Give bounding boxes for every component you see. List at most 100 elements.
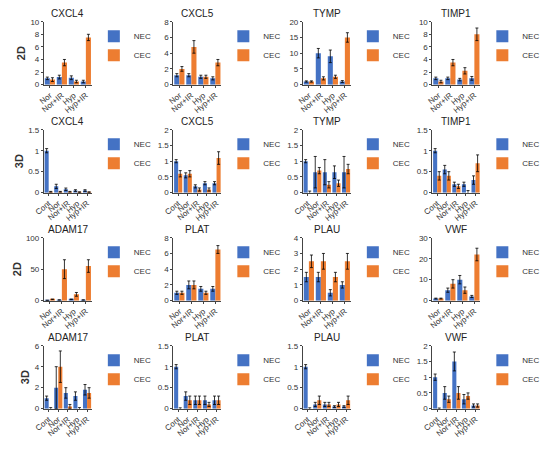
svg-text:Cont: Cont bbox=[422, 414, 441, 432]
svg-text:CEC: CEC bbox=[263, 267, 280, 276]
svg-text:2: 2 bbox=[423, 68, 428, 77]
svg-text:Hyp: Hyp bbox=[324, 199, 341, 215]
svg-text:8: 8 bbox=[164, 18, 169, 27]
svg-text:0: 0 bbox=[423, 80, 428, 89]
svg-text:6: 6 bbox=[164, 249, 169, 258]
svg-text:2: 2 bbox=[35, 68, 40, 77]
svg-text:Hyp+IR: Hyp+IR bbox=[63, 307, 90, 331]
svg-text:0: 0 bbox=[164, 188, 169, 197]
svg-text:30: 30 bbox=[419, 234, 428, 243]
svg-text:Hyp: Hyp bbox=[320, 307, 337, 323]
svg-text:100: 100 bbox=[26, 234, 40, 243]
svg-text:NEC: NEC bbox=[522, 248, 539, 257]
svg-text:Nor: Nor bbox=[38, 307, 54, 322]
svg-text:4: 4 bbox=[294, 234, 299, 243]
svg-text:CEC: CEC bbox=[522, 267, 539, 276]
svg-text:Hyp: Hyp bbox=[453, 415, 470, 431]
svg-text:0: 0 bbox=[35, 296, 40, 305]
svg-text:0.5: 0.5 bbox=[287, 173, 299, 182]
svg-text:1: 1 bbox=[294, 281, 299, 290]
svg-text:VWF: VWF bbox=[445, 332, 467, 343]
svg-text:Hyp: Hyp bbox=[194, 415, 211, 431]
svg-text:2: 2 bbox=[35, 383, 40, 392]
svg-text:Nor: Nor bbox=[297, 307, 313, 322]
svg-text:Nor: Nor bbox=[297, 91, 313, 106]
svg-text:TYMP: TYMP bbox=[313, 8, 341, 19]
svg-text:20: 20 bbox=[289, 18, 298, 27]
svg-text:NEC: NEC bbox=[522, 140, 539, 149]
svg-text:CEC: CEC bbox=[134, 375, 151, 384]
svg-text:CEC: CEC bbox=[263, 159, 280, 168]
svg-text:3: 3 bbox=[294, 249, 299, 258]
svg-text:Nor: Nor bbox=[305, 415, 321, 430]
svg-text:Nor+IR: Nor+IR bbox=[435, 199, 461, 222]
svg-text:2: 2 bbox=[164, 65, 169, 74]
svg-text:Hyp+IR: Hyp+IR bbox=[322, 91, 349, 115]
svg-text:Cont: Cont bbox=[422, 198, 441, 216]
svg-text:Cont: Cont bbox=[34, 198, 53, 216]
svg-text:NEC: NEC bbox=[263, 248, 280, 257]
svg-text:1.5: 1.5 bbox=[287, 141, 299, 150]
svg-text:Nor: Nor bbox=[168, 91, 184, 106]
svg-text:0.5: 0.5 bbox=[158, 173, 170, 182]
svg-text:0.5: 0.5 bbox=[417, 167, 429, 176]
svg-text:6: 6 bbox=[35, 342, 40, 351]
svg-text:Hyp+IR: Hyp+IR bbox=[452, 91, 479, 115]
svg-text:Hyp: Hyp bbox=[65, 199, 82, 215]
svg-text:CEC: CEC bbox=[134, 51, 151, 60]
svg-text:4: 4 bbox=[164, 265, 169, 274]
svg-text:1.5: 1.5 bbox=[287, 342, 299, 351]
svg-text:10: 10 bbox=[419, 275, 428, 284]
svg-text:0: 0 bbox=[294, 188, 299, 197]
svg-text:0.5: 0.5 bbox=[417, 389, 429, 398]
svg-text:Hyp: Hyp bbox=[320, 91, 337, 107]
svg-text:1: 1 bbox=[164, 362, 169, 371]
svg-text:NEC: NEC bbox=[134, 32, 151, 41]
svg-text:0: 0 bbox=[164, 404, 169, 413]
svg-text:Nor+IR: Nor+IR bbox=[299, 307, 325, 330]
svg-text:Nor+IR: Nor+IR bbox=[46, 415, 72, 438]
svg-text:CXCL4: CXCL4 bbox=[51, 116, 84, 127]
svg-text:Hyp+IR: Hyp+IR bbox=[65, 199, 92, 223]
svg-text:CXCL4: CXCL4 bbox=[51, 8, 84, 19]
svg-text:Nor: Nor bbox=[46, 199, 62, 214]
svg-text:Nor+IR: Nor+IR bbox=[170, 307, 196, 330]
svg-text:3D: 3D bbox=[19, 370, 31, 384]
svg-text:Hyp+IR: Hyp+IR bbox=[193, 91, 220, 115]
svg-text:6: 6 bbox=[164, 33, 169, 42]
svg-text:Hyp: Hyp bbox=[450, 91, 467, 107]
svg-text:0: 0 bbox=[294, 404, 299, 413]
svg-text:10: 10 bbox=[289, 49, 298, 58]
svg-text:Nor: Nor bbox=[435, 415, 451, 430]
svg-text:Hyp: Hyp bbox=[65, 415, 82, 431]
svg-text:2D: 2D bbox=[15, 46, 27, 60]
svg-text:4: 4 bbox=[35, 362, 40, 371]
svg-text:Nor: Nor bbox=[427, 91, 443, 106]
svg-text:Nor: Nor bbox=[176, 199, 192, 214]
svg-text:0.5: 0.5 bbox=[158, 383, 170, 392]
svg-text:CEC: CEC bbox=[522, 159, 539, 168]
svg-text:1.5: 1.5 bbox=[417, 357, 429, 366]
svg-text:PLAT: PLAT bbox=[185, 332, 209, 343]
svg-text:VWF: VWF bbox=[445, 224, 467, 235]
svg-text:NEC: NEC bbox=[393, 248, 410, 257]
svg-text:CEC: CEC bbox=[263, 51, 280, 60]
svg-text:Hyp: Hyp bbox=[191, 307, 208, 323]
svg-text:1.5: 1.5 bbox=[158, 141, 170, 150]
svg-text:Cont: Cont bbox=[293, 198, 312, 216]
svg-text:Cont: Cont bbox=[163, 414, 182, 432]
svg-text:1: 1 bbox=[294, 157, 299, 166]
svg-text:Nor: Nor bbox=[168, 307, 184, 322]
svg-text:Hyp+IR: Hyp+IR bbox=[322, 307, 349, 331]
svg-text:1: 1 bbox=[35, 146, 40, 155]
svg-text:Hyp+IR: Hyp+IR bbox=[194, 415, 221, 439]
svg-text:Nor+IR: Nor+IR bbox=[299, 91, 325, 114]
svg-text:0: 0 bbox=[423, 188, 428, 197]
svg-text:TYMP: TYMP bbox=[313, 116, 341, 127]
svg-text:3D: 3D bbox=[13, 154, 25, 168]
svg-text:Nor+IR: Nor+IR bbox=[40, 91, 66, 114]
svg-text:4: 4 bbox=[35, 55, 40, 64]
svg-text:CEC: CEC bbox=[393, 159, 410, 168]
svg-text:CXCL5: CXCL5 bbox=[181, 116, 214, 127]
svg-text:NEC: NEC bbox=[393, 140, 410, 149]
